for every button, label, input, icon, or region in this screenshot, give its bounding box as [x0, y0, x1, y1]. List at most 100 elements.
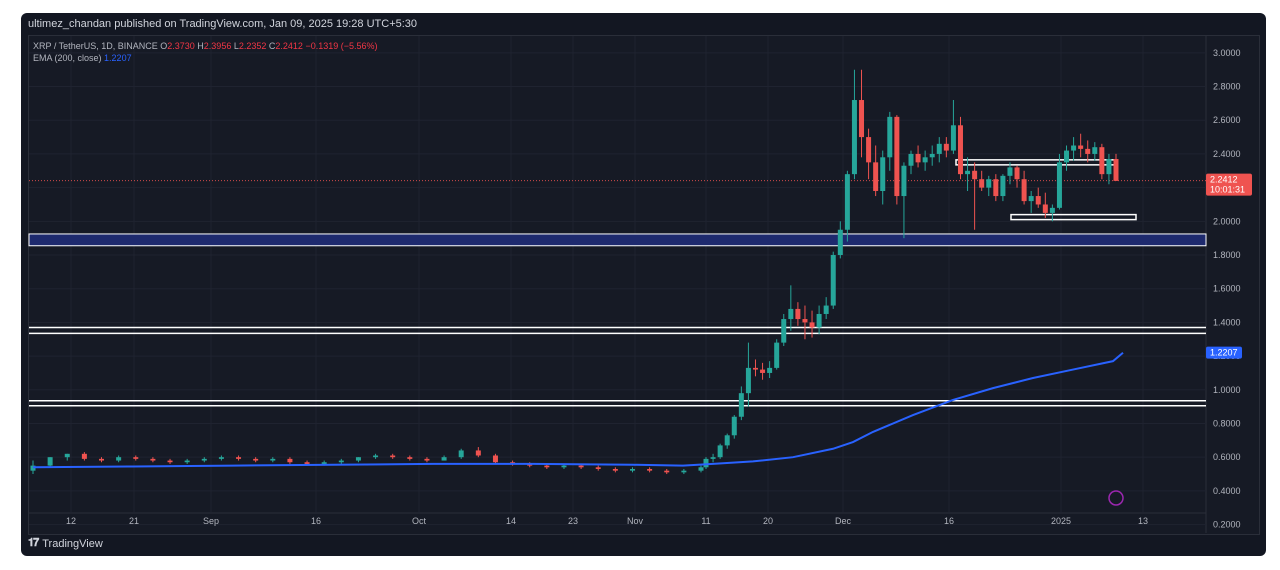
candle-body [1042, 204, 1048, 213]
candle-body [664, 470, 670, 473]
candle-body [64, 453, 70, 458]
candle-body [887, 116, 893, 158]
candle-body [901, 165, 907, 197]
candle-body [1049, 207, 1055, 213]
y-tick-label: 2.4000 [1213, 149, 1241, 159]
candle-body [167, 460, 173, 463]
candle-body [752, 367, 758, 370]
x-tick-label: 14 [506, 516, 516, 526]
candle-body [355, 457, 361, 461]
legend: XRP / TetherUS, 1D, BINANCE O2.3730 H2.3… [33, 40, 378, 64]
candle-body [880, 157, 886, 191]
candle-body [475, 450, 481, 456]
ema-value: 1.2207 [104, 53, 132, 63]
x-tick-label: 16 [944, 516, 954, 526]
candle-body [915, 153, 921, 163]
candle-body [1099, 147, 1105, 175]
candle-body [802, 319, 808, 323]
candle-body [809, 322, 815, 328]
y-tick-label: 1.0000 [1213, 385, 1241, 395]
candle-body [1085, 148, 1091, 154]
ema-label: EMA (200, close) [33, 53, 102, 63]
candle-body [407, 457, 413, 459]
candle-body [1064, 150, 1070, 163]
candle-body [458, 450, 464, 458]
y-tick-label: 0.6000 [1213, 452, 1241, 462]
candle-body [133, 457, 139, 459]
x-tick-label: 13 [1138, 516, 1148, 526]
range-box [1010, 213, 1137, 221]
candle-body [724, 435, 730, 446]
high-value: 2.3956 [203, 41, 232, 51]
candle-body [595, 467, 601, 469]
candle-body [1078, 145, 1084, 149]
y-tick-label: 2.0000 [1213, 216, 1241, 226]
candle-body [270, 458, 276, 461]
price-badge [1206, 173, 1252, 196]
y-tick-label: 1.6000 [1213, 284, 1241, 294]
chart-frame: ultimez_chandan published on TradingView… [21, 13, 1266, 556]
candle-body [986, 179, 992, 188]
candle-body [837, 229, 843, 256]
candle-body [1071, 145, 1077, 151]
candle-body [441, 457, 447, 461]
candle-body [492, 455, 498, 463]
candle-body [424, 458, 430, 461]
candle-body [979, 179, 985, 188]
chart-area[interactable] [28, 35, 1260, 535]
candle-body [830, 255, 836, 306]
candle-body [1113, 158, 1119, 181]
candle-body [922, 157, 928, 163]
candle-body [851, 100, 857, 175]
chart-svg: 3.00002.80002.60002.40002.20002.00001.80… [28, 36, 1252, 533]
candle-body [99, 458, 105, 461]
y-tick-label: 0.2000 [1213, 520, 1241, 530]
ema-badge [1206, 346, 1242, 359]
x-tick-label: Oct [412, 516, 427, 526]
candle-body [321, 462, 327, 464]
candle-body [1106, 158, 1112, 175]
candle-body [629, 468, 635, 471]
candle-body [390, 455, 396, 458]
candle-body [184, 460, 190, 463]
candle-body [47, 457, 53, 466]
candle-body [788, 308, 794, 320]
y-tick-label: 0.8000 [1213, 418, 1241, 428]
candle-body [936, 143, 942, 154]
candle-body [561, 465, 567, 468]
tradingview-logo-icon: 𝟏𝟕 [28, 537, 39, 549]
ema-badge-value: 1.2207 [1210, 348, 1238, 358]
price-badge-value: 2.2412 [1210, 175, 1238, 185]
candle-body [1035, 196, 1041, 205]
x-tick-label: 2025 [1051, 516, 1071, 526]
low-label: L [233, 41, 239, 51]
y-tick-label: 0.4000 [1213, 486, 1241, 496]
candle-body [781, 319, 787, 343]
close-label: C [268, 41, 276, 51]
x-tick-label: 21 [129, 516, 139, 526]
candle-body [760, 369, 766, 373]
candle-body [943, 143, 949, 151]
candle-body [373, 455, 379, 458]
candle-body [929, 153, 935, 158]
x-tick-label: 20 [763, 516, 773, 526]
candle-body [1021, 179, 1027, 202]
x-tick-label: 12 [66, 516, 76, 526]
y-tick-label: 3.0000 [1213, 48, 1241, 58]
candle-body [859, 100, 865, 138]
candle-body [774, 342, 780, 368]
candle-body [612, 468, 618, 471]
price-badge-countdown: 10:01:31 [1210, 185, 1245, 195]
candle-body [647, 468, 653, 471]
open-value: 2.3730 [167, 41, 195, 51]
footer: 𝟏𝟕 TradingView [28, 537, 103, 550]
change-value: −0.1319 (−5.56%) [305, 41, 378, 51]
close-value: 2.2412 [275, 41, 303, 51]
candle-body [218, 457, 224, 459]
candle-body [1007, 167, 1013, 176]
candle-body [116, 457, 122, 461]
y-tick-label: 2.8000 [1213, 82, 1241, 92]
candle-body [795, 308, 801, 320]
publisher-caption: ultimez_chandan published on TradingView… [28, 18, 418, 30]
candle-body [698, 467, 704, 471]
